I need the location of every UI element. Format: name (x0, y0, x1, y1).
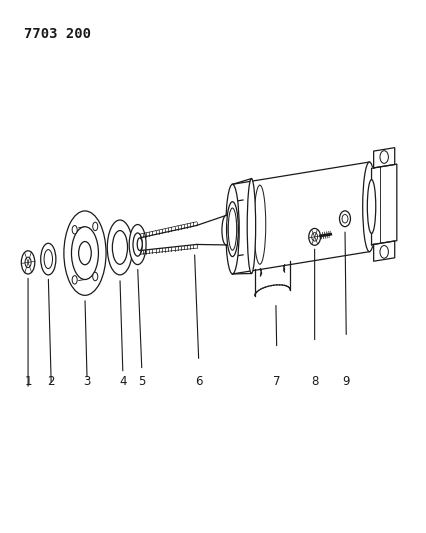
Ellipse shape (71, 227, 98, 279)
Ellipse shape (339, 211, 350, 227)
Ellipse shape (112, 231, 127, 264)
Text: 2: 2 (47, 375, 55, 387)
Ellipse shape (341, 214, 347, 223)
Ellipse shape (225, 184, 239, 274)
Text: 8: 8 (310, 375, 318, 387)
Polygon shape (373, 241, 394, 261)
Ellipse shape (228, 213, 236, 245)
Ellipse shape (25, 257, 31, 268)
Ellipse shape (222, 215, 230, 245)
Ellipse shape (72, 276, 77, 284)
Ellipse shape (21, 251, 35, 274)
Ellipse shape (78, 241, 91, 265)
Text: 4: 4 (119, 375, 127, 387)
Ellipse shape (132, 233, 142, 256)
Polygon shape (371, 164, 396, 245)
Ellipse shape (366, 180, 375, 233)
Ellipse shape (40, 243, 56, 275)
Ellipse shape (92, 272, 98, 281)
Text: 6: 6 (195, 375, 202, 387)
Ellipse shape (379, 151, 388, 163)
Polygon shape (373, 148, 394, 168)
Ellipse shape (92, 222, 98, 231)
Text: 9: 9 (342, 375, 349, 387)
Text: 5: 5 (138, 375, 145, 387)
Text: 7703 200: 7703 200 (24, 27, 91, 41)
Ellipse shape (311, 232, 317, 241)
Ellipse shape (247, 179, 255, 273)
Ellipse shape (72, 225, 77, 234)
Ellipse shape (308, 229, 320, 245)
Ellipse shape (379, 246, 388, 258)
Ellipse shape (253, 185, 265, 264)
Ellipse shape (362, 162, 375, 252)
Ellipse shape (228, 208, 236, 250)
Ellipse shape (44, 249, 52, 269)
Ellipse shape (107, 220, 132, 275)
Ellipse shape (129, 224, 146, 264)
Ellipse shape (137, 238, 142, 251)
Text: 3: 3 (83, 375, 91, 387)
Text: 1: 1 (24, 375, 32, 387)
Text: 7: 7 (272, 375, 280, 387)
Ellipse shape (64, 211, 106, 295)
Ellipse shape (226, 201, 238, 256)
